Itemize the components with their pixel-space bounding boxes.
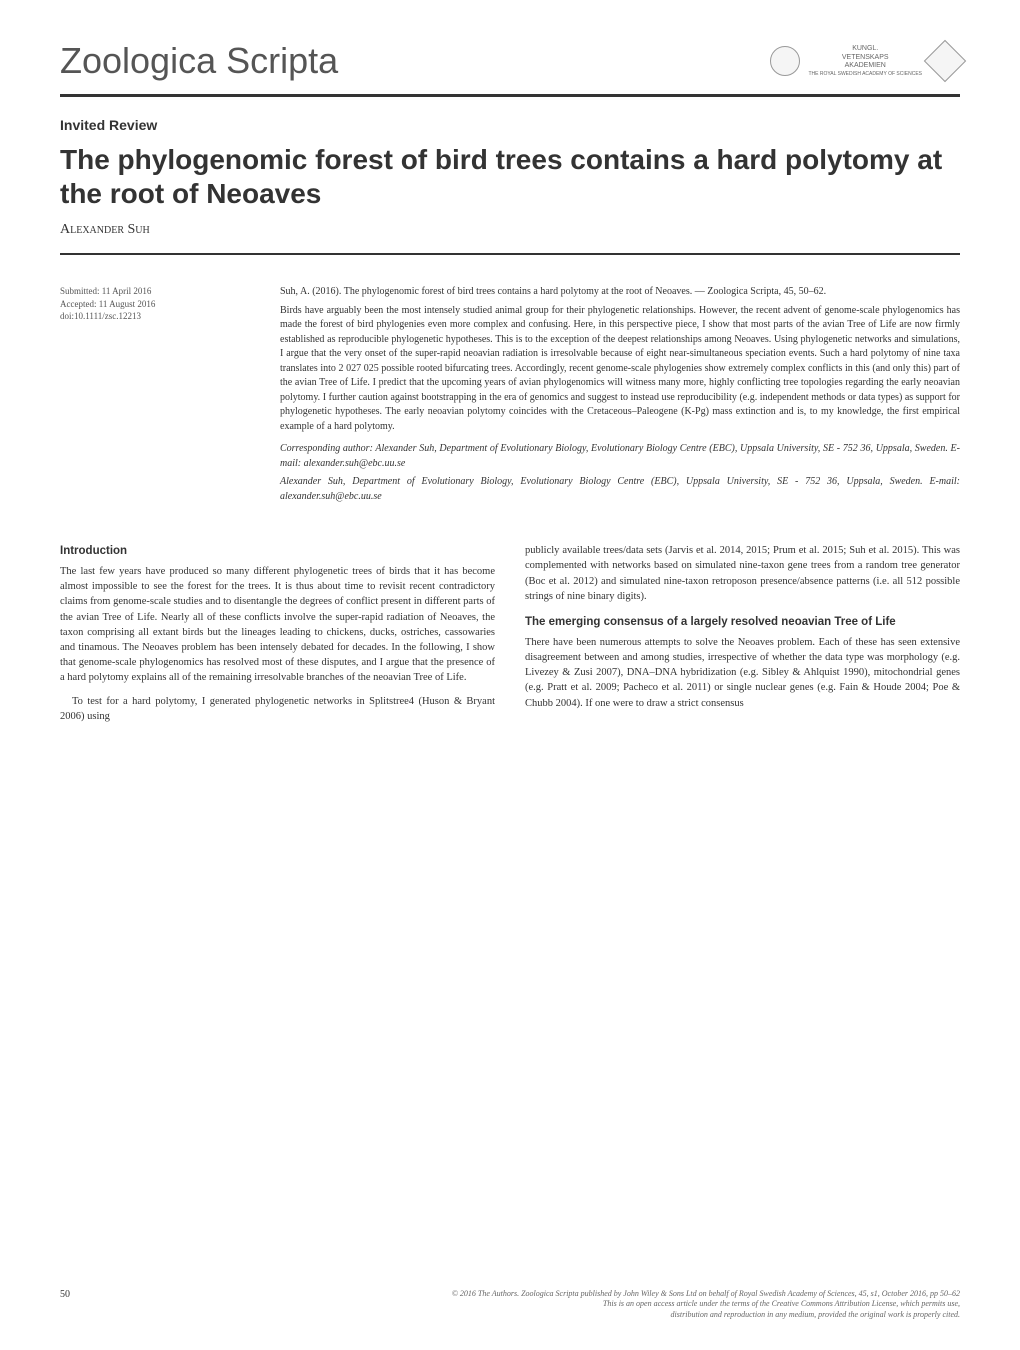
abstract-column: Suh, A. (2016). The phylogenomic forest … bbox=[280, 285, 960, 508]
license-text-2: distribution and reproduction in any med… bbox=[452, 1310, 960, 1320]
intro-paragraph-2: To test for a hard polytomy, I generated… bbox=[60, 694, 495, 724]
seal-icon bbox=[770, 46, 800, 76]
page-number: 50 bbox=[60, 1289, 70, 1320]
author-affiliation: Alexander Suh, Department of Evolutionar… bbox=[280, 475, 960, 504]
submitted-date: Submitted: 11 April 2016 bbox=[60, 285, 240, 298]
corresponding-author: Corresponding author: Alexander Suh, Dep… bbox=[280, 442, 960, 471]
page-footer: 50 © 2016 The Authors. Zoologica Scripta… bbox=[60, 1289, 960, 1320]
section-heading-consensus: The emerging consensus of a largely reso… bbox=[525, 614, 960, 631]
journal-title: Zoologica Scripta bbox=[60, 40, 770, 82]
badge-text: KUNGL. VETENSKAPS AKADEMIEN bbox=[808, 45, 922, 70]
license-text-1: This is an open access article under the… bbox=[452, 1299, 960, 1309]
badge-subtext: THE ROYAL SWEDISH ACADEMY OF SCIENCES bbox=[808, 71, 922, 77]
doi: doi:10.1111/zsc.12213 bbox=[60, 310, 240, 323]
section-heading-intro: Introduction bbox=[60, 543, 495, 560]
intro-paragraph-1: The last few years have produced so many… bbox=[60, 564, 495, 686]
footer-copyright-block: © 2016 The Authors. Zoologica Scripta pu… bbox=[452, 1289, 960, 1320]
author-name: Alexander Suh bbox=[60, 222, 960, 238]
col2-paragraph-1: publicly available trees/data sets (Jarv… bbox=[525, 543, 960, 604]
abstract-citation: Suh, A. (2016). The phylogenomic forest … bbox=[280, 285, 960, 300]
left-column: Introduction The last few years have pro… bbox=[60, 543, 495, 732]
article-title: The phylogenomic forest of bird trees co… bbox=[60, 143, 960, 210]
article-type-label: Invited Review bbox=[60, 117, 960, 133]
metadata-column: Submitted: 11 April 2016 Accepted: 11 Au… bbox=[60, 285, 240, 508]
meta-abstract-row: Submitted: 11 April 2016 Accepted: 11 Au… bbox=[60, 285, 960, 508]
accepted-date: Accepted: 11 August 2016 bbox=[60, 298, 240, 311]
abstract-body: Birds have arguably been the most intens… bbox=[280, 304, 960, 435]
copyright-text: © 2016 The Authors. Zoologica Scripta pu… bbox=[452, 1289, 960, 1299]
citation-text: Suh, A. (2016). The phylogenomic forest … bbox=[280, 286, 826, 297]
col2-paragraph-2: There have been numerous attempts to sol… bbox=[525, 635, 960, 711]
seal-diamond-icon bbox=[924, 40, 966, 82]
badge-text-block: KUNGL. VETENSKAPS AKADEMIEN THE ROYAL SW… bbox=[808, 45, 922, 76]
publisher-badge: KUNGL. VETENSKAPS AKADEMIEN THE ROYAL SW… bbox=[770, 45, 960, 76]
right-column: publicly available trees/data sets (Jarv… bbox=[525, 543, 960, 732]
journal-header: Zoologica Scripta KUNGL. VETENSKAPS AKAD… bbox=[60, 40, 960, 97]
title-divider bbox=[60, 253, 960, 255]
body-columns: Introduction The last few years have pro… bbox=[60, 543, 960, 732]
